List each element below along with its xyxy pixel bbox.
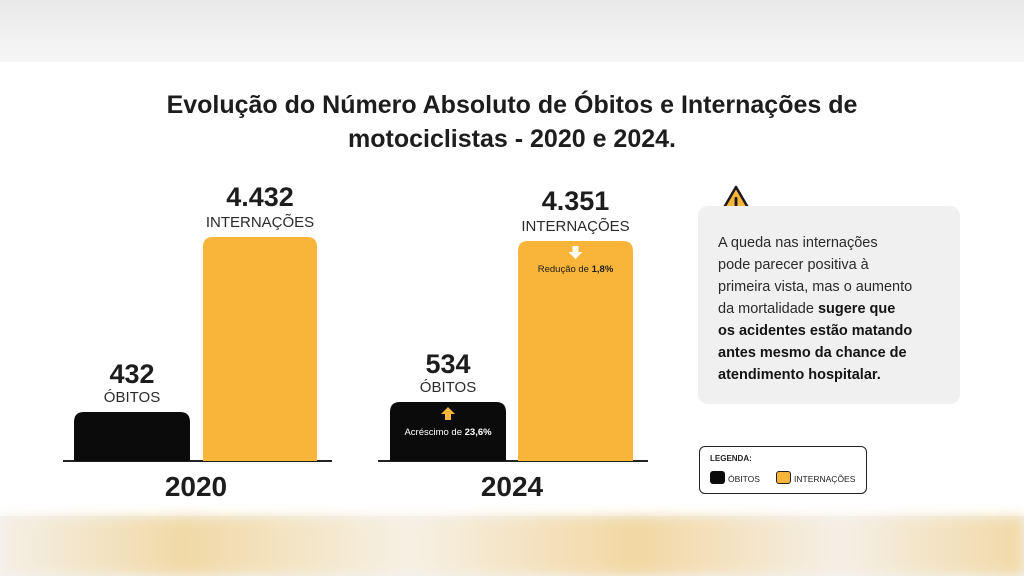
chart-legend: LEGENDA: ÓBITOS INTERNAÇÕES — [699, 446, 867, 494]
note-line-4-plain: da mortalidade — [718, 301, 818, 317]
note-line-1: A queda nas internações — [718, 235, 878, 251]
background-bottom-band — [0, 516, 1024, 576]
series-label-internacoes-2024: INTERNAÇÕES — [521, 218, 629, 235]
note-line-6: antes mesmo da chance de — [718, 342, 938, 364]
bar-internacoes-2020 — [203, 237, 317, 461]
bar-internacoes-2024 — [518, 241, 633, 461]
annotation-internacoes-2024: Redução de 1,8% — [538, 264, 614, 275]
annotation-value: 1,8% — [592, 264, 614, 275]
background-top-band — [0, 0, 1024, 62]
series-label-obitos-2024: ÓBITOS — [420, 379, 476, 396]
annotation-obitos-2024: Acréscimo de 23,6% — [404, 427, 492, 438]
legend-title: LEGENDA: — [710, 454, 752, 463]
arrow-down-icon — [568, 246, 583, 259]
legend-swatch-obitos — [710, 471, 725, 484]
legend-swatch-internacoes — [776, 471, 791, 484]
value-label-internacoes-2024: 4.351 — [542, 186, 610, 216]
note-line-4: da mortalidade sugere que — [718, 298, 938, 320]
legend-label-obitos: ÓBITOS — [728, 474, 760, 484]
note-line-2: pode parecer positiva à — [718, 257, 869, 273]
annotation-prefix: Redução de — [538, 264, 592, 275]
note-line-5: os acidentes estão matando — [718, 320, 938, 342]
value-label-internacoes-2020: 4.432 — [226, 182, 294, 212]
note-line-7: atendimento hospitalar. — [718, 364, 938, 386]
value-label-obitos-2024: 534 — [425, 349, 470, 379]
value-label-obitos-2020: 432 — [109, 359, 154, 389]
arrow-up-icon — [441, 407, 455, 420]
annotation-value: 23,6% — [465, 427, 492, 438]
chart-title: Evolução do Número Absoluto de Óbitos e … — [0, 88, 1024, 156]
legend-label-internacoes: INTERNAÇÕES — [794, 474, 856, 484]
series-label-internacoes-2020: INTERNAÇÕES — [206, 214, 314, 231]
insight-note: A queda nas internações pode parecer pos… — [698, 206, 960, 404]
note-line-5-bold: os acidentes estão matando — [718, 323, 913, 339]
note-line-7-bold: atendimento hospitalar. — [718, 367, 881, 383]
annotation-prefix: Acréscimo de — [404, 427, 464, 438]
bar-obitos-2020 — [74, 412, 190, 461]
note-line-6-bold: antes mesmo da chance de — [718, 345, 907, 361]
series-label-obitos-2020: ÓBITOS — [104, 389, 160, 406]
category-label-2020: 2020 — [165, 471, 227, 502]
category-label-2024: 2024 — [481, 471, 544, 502]
chart-title-line-2: motociclistas - 2020 e 2024. — [348, 125, 676, 153]
note-line-4-bold: sugere que — [817, 301, 896, 317]
chart-title-line-1: Evolução do Número Absoluto de Óbitos e … — [166, 91, 858, 119]
bar-obitos-2024 — [390, 402, 506, 461]
note-line-3: primeira vista, mas o aumento — [718, 279, 913, 295]
